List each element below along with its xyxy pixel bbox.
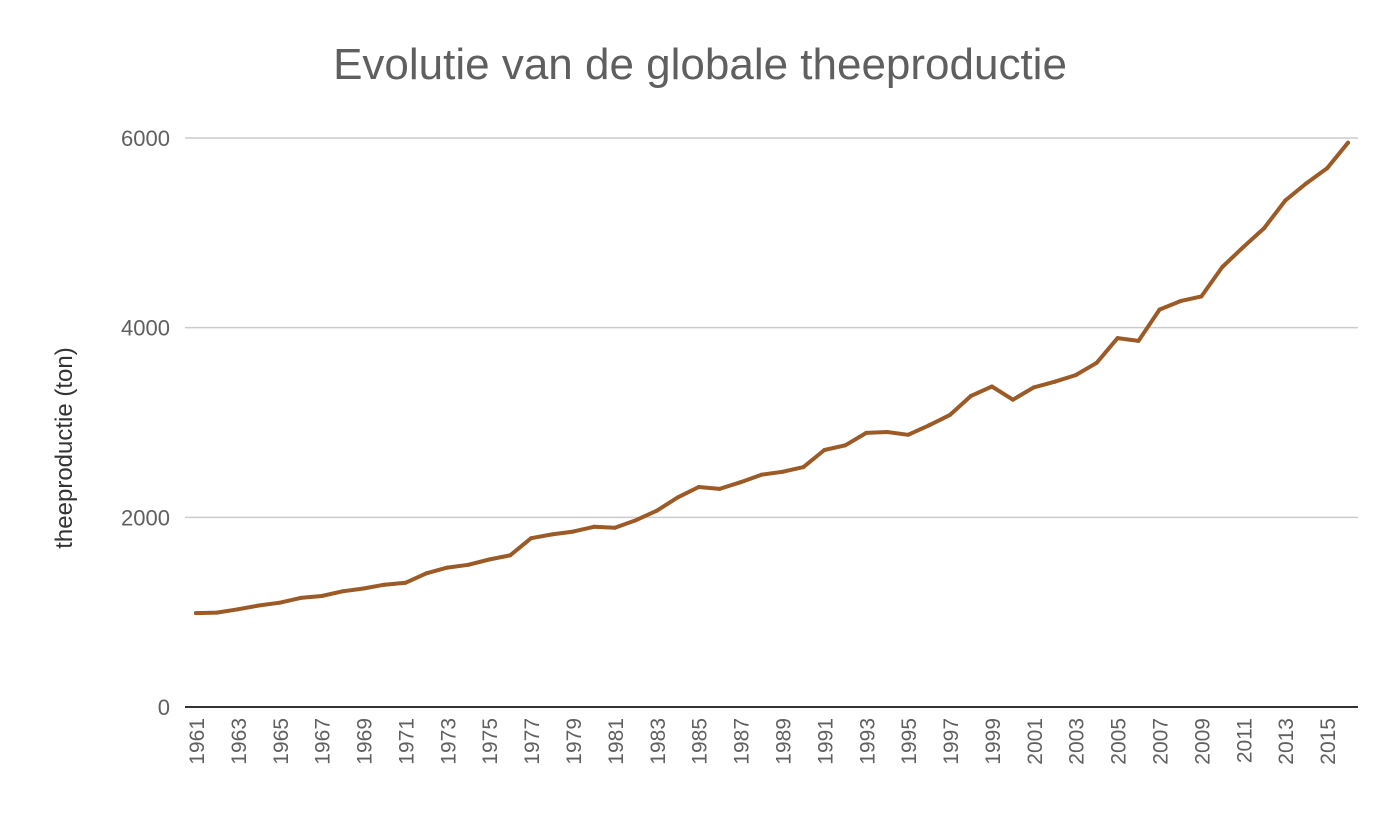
- data-point: [675, 495, 680, 500]
- x-tick-label: 2005: [1108, 718, 1131, 765]
- data-point: [571, 529, 575, 534]
- y-tick-label: 4000: [121, 316, 170, 341]
- data-point: [864, 430, 869, 435]
- series-line: [194, 140, 1350, 616]
- x-tick-label: 1995: [898, 718, 921, 765]
- data-point: [948, 412, 952, 417]
- x-tick-label: 2001: [1024, 718, 1047, 765]
- x-tick-label: 2009: [1191, 718, 1214, 765]
- data-point: [466, 562, 471, 567]
- x-tick-label: 1997: [940, 718, 963, 765]
- x-tick-label: 1963: [228, 718, 251, 765]
- data-point: [906, 432, 911, 437]
- x-tick-label: 2011: [1233, 718, 1256, 763]
- data-point: [1283, 198, 1288, 203]
- data-point: [1220, 265, 1225, 269]
- x-tick-label: 1979: [563, 718, 586, 765]
- data-point: [382, 582, 387, 587]
- data-point: [256, 603, 261, 608]
- x-tick-label: 1977: [521, 718, 544, 765]
- x-tick-label: 1981: [605, 718, 628, 765]
- data-point: [1199, 294, 1204, 299]
- x-tick-label: 1993: [856, 718, 879, 765]
- x-tick-label: 1999: [982, 718, 1005, 765]
- data-point: [1157, 307, 1162, 312]
- data-point: [298, 595, 303, 600]
- data-point: [1094, 360, 1099, 365]
- data-point: [885, 430, 890, 434]
- data-point: [550, 532, 555, 537]
- data-point: [1073, 373, 1078, 378]
- data-point: [235, 607, 240, 612]
- data-point: [1304, 181, 1309, 186]
- data-point: [340, 589, 345, 594]
- data-point: [214, 610, 219, 615]
- x-tick-label: 1991: [814, 718, 837, 765]
- x-tick-label: 2003: [1066, 718, 1089, 765]
- x-tick-label: 1975: [479, 718, 502, 765]
- data-point: [445, 565, 450, 570]
- data-point: [1031, 385, 1036, 390]
- data-point: [319, 594, 324, 598]
- data-point: [780, 469, 785, 474]
- data-point: [487, 557, 492, 562]
- data-point: [1262, 226, 1267, 231]
- x-tick-label: 1973: [437, 718, 460, 765]
- data-point: [1010, 397, 1015, 402]
- data-point: [738, 480, 743, 485]
- data-point: [277, 600, 282, 605]
- x-tick-label: 1985: [689, 718, 712, 765]
- data-point: [403, 580, 408, 585]
- x-tick-label: 1967: [312, 718, 335, 765]
- data-point: [696, 485, 701, 489]
- x-tick-label: 1983: [647, 718, 670, 765]
- data-point: [508, 553, 513, 558]
- x-tick-label: 2015: [1317, 718, 1340, 765]
- data-point: [1115, 336, 1120, 341]
- x-tick-label: 1987: [731, 718, 754, 765]
- x-tick-label: 1969: [354, 718, 377, 765]
- data-point: [194, 611, 198, 616]
- y-axis-label: theeproductie (ton): [51, 347, 78, 548]
- data-point: [927, 423, 932, 428]
- x-tick-label: 2013: [1275, 718, 1298, 765]
- data-point: [612, 525, 617, 530]
- data-point: [989, 384, 994, 389]
- x-tick-label: 1989: [772, 718, 795, 765]
- x-tick-label: 1971: [395, 718, 418, 765]
- data-point: [1178, 299, 1183, 304]
- data-point: [633, 518, 638, 523]
- x-tick-label: 2007: [1149, 718, 1172, 765]
- data-point: [1325, 166, 1330, 171]
- x-tick-label: 1965: [270, 718, 293, 765]
- y-tick-label: 6000: [121, 126, 170, 151]
- y-tick-label: 2000: [121, 505, 170, 530]
- data-point: [822, 448, 827, 452]
- chart-title: Evolutie van de globale theeproductie: [333, 40, 1067, 89]
- data-point: [424, 571, 429, 576]
- data-point: [654, 508, 659, 513]
- data-point: [1346, 140, 1350, 145]
- data-point: [1136, 338, 1141, 343]
- data-point: [969, 393, 973, 398]
- data-point: [843, 443, 848, 448]
- data-point: [759, 472, 764, 477]
- data-point: [529, 536, 534, 541]
- data-point: [717, 486, 722, 491]
- x-tick-label: 1961: [186, 718, 209, 765]
- data-point: [361, 586, 366, 591]
- data-point: [592, 524, 596, 529]
- data-point: [1052, 379, 1057, 384]
- y-tick-label: 0: [158, 695, 170, 720]
- data-point: [1241, 245, 1246, 250]
- data-point: [801, 465, 806, 470]
